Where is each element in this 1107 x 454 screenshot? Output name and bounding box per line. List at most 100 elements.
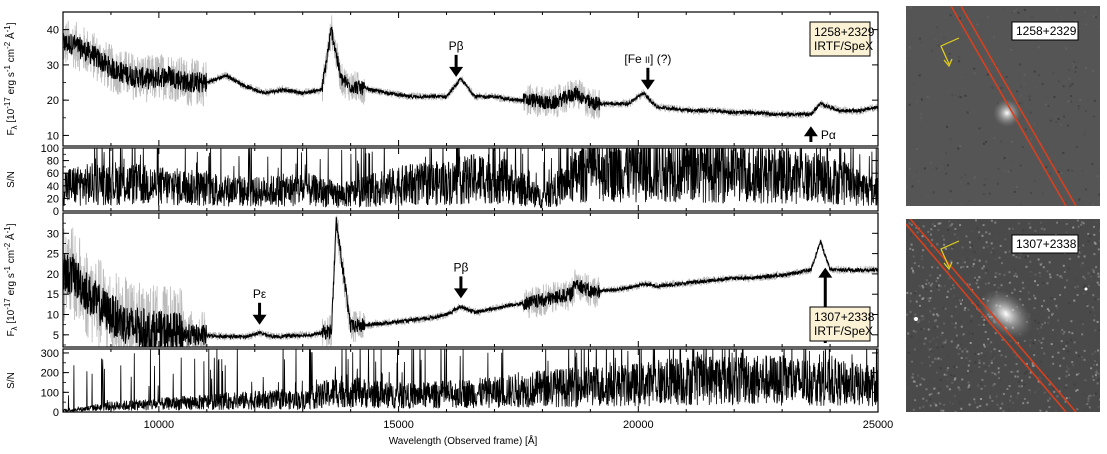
image-noise xyxy=(945,369,948,372)
image-noise xyxy=(1015,256,1018,258)
image-noise xyxy=(958,60,961,63)
image-noise xyxy=(984,331,987,333)
image-noise xyxy=(979,405,982,407)
image-noise xyxy=(1011,11,1014,14)
image-noise xyxy=(1009,399,1012,402)
image-noise xyxy=(1068,257,1071,260)
image-noise xyxy=(1069,84,1072,86)
image-noise xyxy=(993,348,996,351)
image-noise xyxy=(976,385,979,388)
image-noise xyxy=(916,231,919,234)
image-noise xyxy=(906,291,909,294)
image-noise xyxy=(1044,143,1047,146)
image-noise xyxy=(1027,291,1030,294)
image-noise xyxy=(943,373,946,376)
image-noise xyxy=(1084,284,1087,287)
image-noise xyxy=(916,148,919,151)
image-noise xyxy=(1028,222,1031,225)
image-noise xyxy=(1081,356,1084,359)
image-noise xyxy=(1075,146,1078,148)
image-noise xyxy=(929,381,932,384)
image-noise xyxy=(922,286,925,289)
image-noise xyxy=(935,319,938,322)
image-noise xyxy=(1099,398,1100,401)
image-noise xyxy=(946,296,949,299)
image-noise xyxy=(1019,164,1022,167)
image-noise xyxy=(1004,355,1007,358)
image-noise xyxy=(984,272,987,275)
image-noise xyxy=(945,247,947,250)
image-noise xyxy=(1015,8,1018,11)
image-noise xyxy=(937,357,940,360)
image-noise xyxy=(995,405,998,408)
image-noise xyxy=(1081,169,1084,172)
y-tick-label: 80 xyxy=(47,156,59,168)
image-noise xyxy=(1012,351,1015,354)
image-noise xyxy=(1065,231,1068,234)
image-noise xyxy=(921,377,924,380)
image-noise xyxy=(1012,370,1015,373)
image-noise xyxy=(1046,375,1049,378)
image-noise xyxy=(921,235,924,238)
label-box-line: 1258+2329 xyxy=(814,25,875,39)
image-noise xyxy=(1056,395,1059,398)
image-noise xyxy=(969,246,972,249)
annotation-label: Pβ xyxy=(453,260,468,274)
image-noise xyxy=(1051,355,1054,358)
image-noise xyxy=(1017,342,1019,345)
image-noise xyxy=(943,243,946,246)
image-noise xyxy=(1052,387,1055,390)
image-noise xyxy=(1065,370,1068,373)
image-noise xyxy=(951,247,954,250)
image-noise xyxy=(955,334,958,337)
image-noise xyxy=(910,19,913,22)
image-noise xyxy=(957,352,960,355)
image-noise xyxy=(934,357,936,360)
image-noise xyxy=(999,379,1002,382)
image-noise xyxy=(1084,400,1087,403)
image-noise xyxy=(922,266,924,269)
image-noise xyxy=(955,346,958,349)
image-noise xyxy=(1081,333,1084,336)
image-noise xyxy=(1024,255,1027,258)
image-noise xyxy=(994,272,997,274)
image-noise xyxy=(930,244,933,247)
image-noise xyxy=(912,255,915,258)
image-noise xyxy=(1091,306,1094,309)
image-noise xyxy=(912,373,914,376)
image-noise xyxy=(953,375,956,378)
image-noise xyxy=(941,235,944,238)
image-noise xyxy=(1029,111,1032,114)
image-noise xyxy=(1092,271,1095,274)
image-noise xyxy=(914,292,917,294)
image-noise xyxy=(920,362,923,365)
image-noise xyxy=(953,286,955,289)
image-noise xyxy=(1082,244,1085,247)
image-noise xyxy=(1066,124,1069,127)
image-noise xyxy=(931,238,934,241)
image-noise xyxy=(951,223,954,226)
image-noise xyxy=(998,377,1000,380)
image-noise xyxy=(940,250,943,253)
image-noise xyxy=(1068,77,1071,80)
image-noise xyxy=(1083,255,1086,258)
image-noise xyxy=(910,315,913,317)
image-noise xyxy=(909,292,912,295)
image-noise xyxy=(950,315,953,318)
image-noise xyxy=(951,246,954,249)
image-noise xyxy=(991,371,994,374)
image-noise xyxy=(941,345,944,348)
image-noise xyxy=(1025,265,1028,268)
shared-x-axis: Wavelength (Observed frame) [Å] 10000 150… xyxy=(144,419,894,447)
image-noise xyxy=(962,99,965,102)
image-noise xyxy=(919,383,922,386)
image-noise xyxy=(1097,349,1100,352)
image-noise xyxy=(929,398,932,401)
image-noise xyxy=(1040,221,1043,224)
image-noise xyxy=(923,342,926,345)
image-noise xyxy=(991,86,994,89)
image-noise xyxy=(1038,205,1041,206)
image-noise xyxy=(967,386,970,389)
image-noise xyxy=(1044,321,1046,324)
image-noise xyxy=(936,285,938,288)
